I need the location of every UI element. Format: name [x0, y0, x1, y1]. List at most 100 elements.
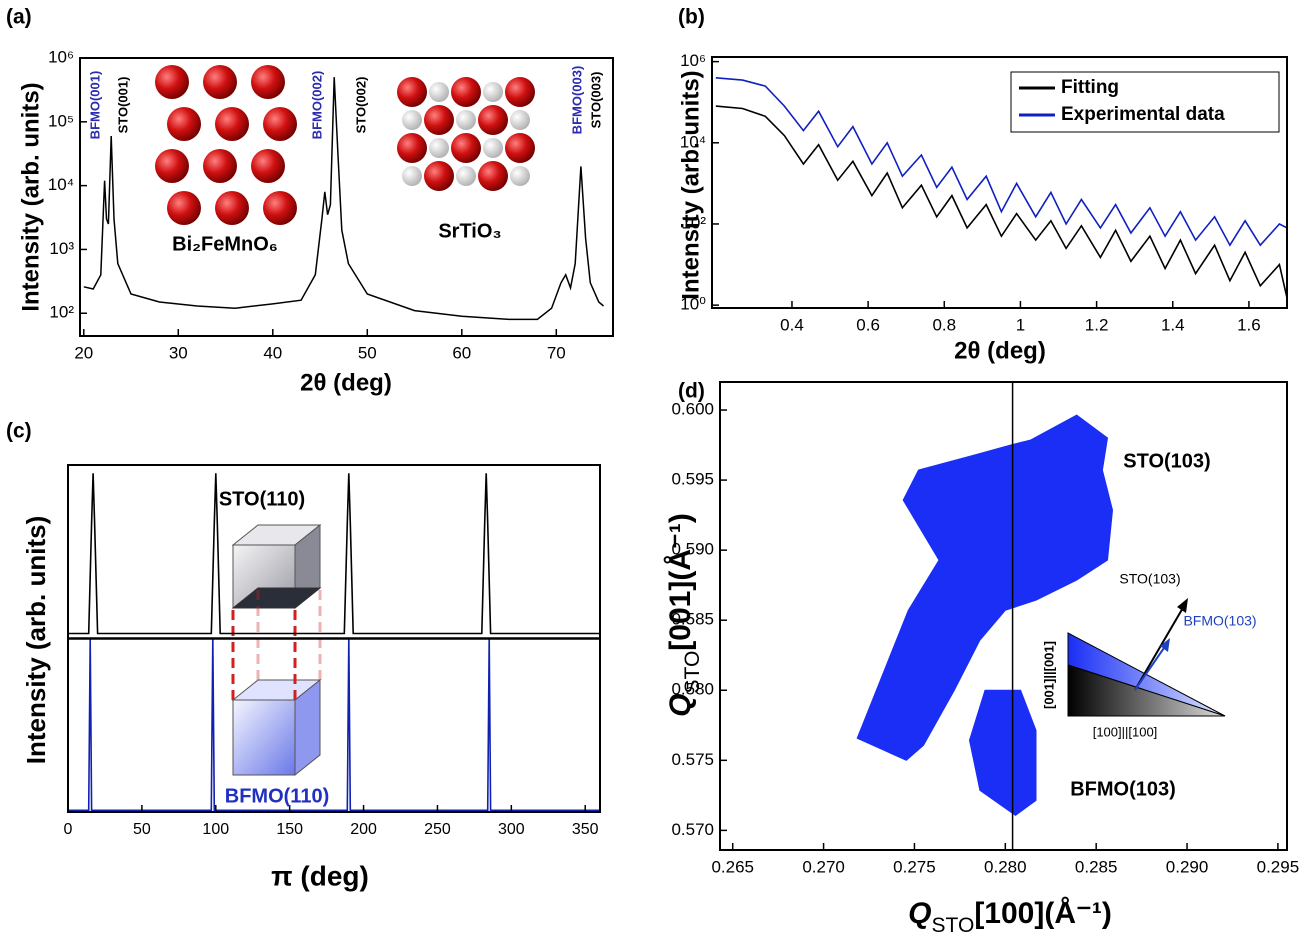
- crystal-atom: [429, 138, 449, 158]
- legend-label: Fitting: [1061, 77, 1119, 98]
- panel: (d) 0.265 0.270 0.275 0.280 0.285 0.290 0.295 0.…: [664, 380, 1299, 938]
- x-tick-label: 20: [74, 343, 93, 362]
- crystal-atom: [510, 110, 530, 130]
- crystal-atom: [155, 65, 189, 99]
- x-tick-label: 0.290: [1166, 857, 1209, 876]
- crystal-atom: [456, 110, 476, 130]
- crystal-atom: [397, 77, 427, 107]
- data-line: [68, 473, 600, 635]
- y-tick-label: 0.600: [671, 400, 714, 419]
- data-line: [715, 105, 1287, 299]
- y-tick-label: 10²: [49, 303, 74, 322]
- x-tick-label: 0.285: [1075, 857, 1118, 876]
- crystal-atom: [251, 65, 285, 99]
- legend-label: Experimental data: [1061, 104, 1225, 125]
- x-tick-label: 0.280: [984, 857, 1027, 876]
- plot-frame: [719, 381, 1288, 851]
- annotation: BFMO(003): [569, 66, 584, 135]
- x-tick-label: 0.265: [711, 857, 754, 876]
- crystal-atom: [456, 166, 476, 186]
- y-axis-label: QSTO[001](Å⁻¹): [664, 513, 704, 717]
- crystal-atom: [215, 107, 249, 141]
- annotation: BFMO(002): [309, 71, 324, 140]
- arrow: [1134, 644, 1167, 691]
- data-line: [715, 77, 1287, 247]
- y-axis-label: Intensity (arb. units): [17, 82, 44, 311]
- plot-area: [83, 77, 604, 321]
- y-axis-label: Intensity (arb. units): [677, 70, 704, 299]
- crystal-atom: [215, 191, 249, 225]
- x-tick-label: 50: [358, 343, 377, 362]
- data-line: [83, 77, 604, 321]
- y-tick-label: 10⁶: [48, 47, 74, 66]
- crystal-atom: [251, 149, 285, 183]
- y-tick-label: 10⁴: [48, 175, 74, 194]
- annotation: [100]||[100]: [1093, 724, 1158, 739]
- y-tick-label: 10⁶: [680, 51, 706, 70]
- axis-label-part: [001](Å⁻¹): [664, 513, 697, 651]
- legend: Fitting Experimental data: [1010, 71, 1280, 133]
- y-tick-label: 10⁴: [680, 132, 706, 151]
- x-tick-label: 200: [350, 821, 377, 838]
- crystal-atom: [402, 110, 422, 130]
- contour-region: [968, 689, 1037, 817]
- annotation: STO(103): [1119, 571, 1180, 587]
- crystal-atom: [505, 133, 535, 163]
- x-tick-label: 1.6: [1237, 315, 1261, 334]
- panel: (b) 0.4 0.6 0.8 1 1.2 1.4 1.6 10⁰ 10² 10⁴ 10⁶ Fittin…: [677, 6, 1288, 364]
- panel-label: (a): [6, 6, 32, 29]
- y-tick-label: 10²: [681, 213, 706, 232]
- x-tick-label: 0.6: [856, 315, 880, 334]
- y-tick-label: 0.575: [671, 750, 714, 769]
- cube-face: [232, 699, 296, 776]
- arrowhead: [1160, 638, 1170, 652]
- plot-frame: [67, 464, 601, 813]
- y-tick-label: 0.590: [671, 540, 714, 559]
- plot-frame: [711, 56, 1288, 309]
- data-line: [68, 638, 600, 812]
- crystal-atom: [263, 107, 297, 141]
- x-tick-label: 300: [498, 821, 525, 838]
- annotation: [001]||[001]: [1041, 641, 1056, 709]
- x-tick-label: 250: [424, 821, 451, 838]
- crystal-atom: [478, 105, 508, 135]
- x-tick-label: 60: [452, 343, 471, 362]
- y-tick-label: 10⁵: [48, 111, 74, 130]
- crystal-atom: [155, 149, 189, 183]
- x-tick-label: 40: [263, 343, 282, 362]
- x-axis-label: 2θ (deg): [300, 369, 392, 396]
- crystal-atom: [424, 161, 454, 191]
- x-tick-label: 50: [133, 821, 151, 838]
- plot-area: [856, 382, 1114, 850]
- panel: (c) 0 50 100 150 200 250 300 350 π (deg) Intensity…: [6, 420, 601, 891]
- x-tick-label: 0.295: [1257, 857, 1299, 876]
- crystal-atom: [402, 166, 422, 186]
- cube-face: [231, 587, 322, 609]
- annotation: BFMO(103): [1070, 778, 1176, 800]
- y-axis-label: Intensity (arb. units): [21, 516, 51, 764]
- y-tick-label: 0.595: [671, 470, 714, 489]
- crystal-atom: [167, 191, 201, 225]
- x-tick-label: 0.275: [893, 857, 936, 876]
- annotation: STO(003): [588, 72, 603, 129]
- panel: (a) 20 30 40 50 60 70 10² 10³ 10⁴ 10⁵ 10⁶ 2θ (deg) In…: [6, 6, 614, 396]
- x-tick-label: 350: [572, 821, 599, 838]
- crystal-atom: [203, 149, 237, 183]
- inset-triangle: [1067, 664, 1226, 717]
- x-tick-label: 0.270: [802, 857, 845, 876]
- annotation: STO(103): [1123, 450, 1210, 472]
- crystal-atom: [483, 82, 503, 102]
- plot-area: [715, 77, 1287, 299]
- x-tick-label: 150: [276, 821, 303, 838]
- crystal-atom: [263, 191, 297, 225]
- y-tick-label: 10³: [49, 239, 74, 258]
- x-tick-label: 30: [169, 343, 188, 362]
- y-tick-label: 0.570: [671, 820, 714, 839]
- x-tick-label: 0: [64, 821, 73, 838]
- crystal-atom: [167, 107, 201, 141]
- legend-box: [1010, 71, 1280, 133]
- plot-frame: [79, 57, 614, 337]
